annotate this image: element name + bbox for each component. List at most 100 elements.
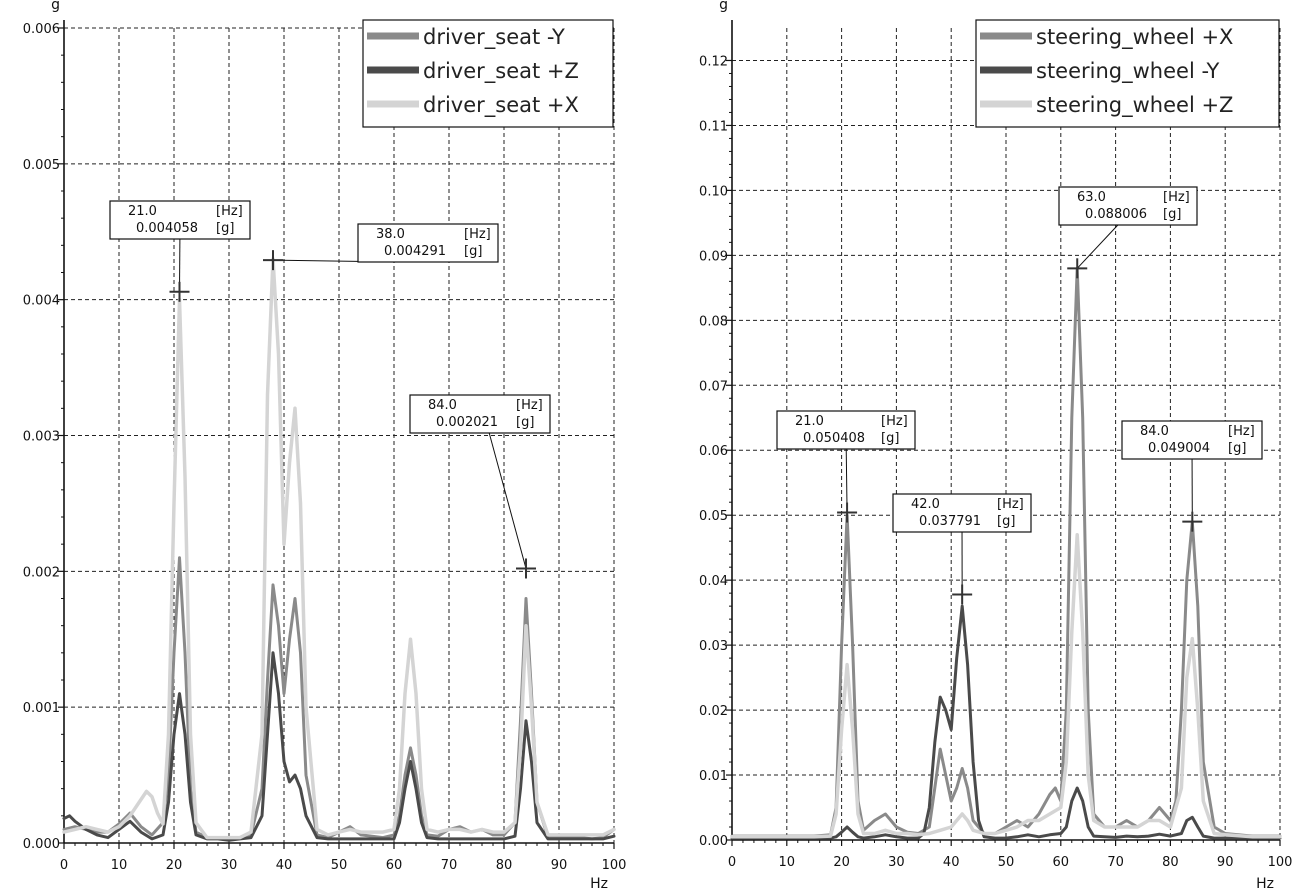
y-tick-label: 0.06 [699,444,728,459]
y-tick-label: 0.05 [699,509,728,524]
annotation-frequency-unit: [Hz] [1228,424,1255,439]
annotation-amplitude: 0.049004 [1148,441,1210,456]
annotation-amplitude: 0.004058 [136,221,198,236]
x-tick-label: 60 [1053,855,1070,870]
y-tick-label: 0.11 [699,119,728,134]
y-tick-label: 0.01 [699,769,728,784]
annotation-amplitude-unit: [g] [1228,441,1246,456]
y-tick-label: 0.006 [23,22,60,37]
annotation-frequency: 84.0 [428,398,457,413]
legend-entry: driver_seat -Y [423,25,565,50]
x-axis-label: Hz [1256,876,1274,890]
annotation-amplitude: 0.002021 [436,415,498,430]
y-tick-label: 0.12 [699,54,728,69]
x-tick-label: 50 [998,855,1015,870]
annotation-frequency-unit: [Hz] [516,398,543,413]
y-axis-label: g [51,0,60,13]
annotation-leader [1076,224,1119,269]
annotation-box [1121,420,1263,460]
annotation-amplitude-unit: [g] [464,244,482,259]
annotation-amplitude-unit: [g] [516,415,534,430]
legend: driver_seat -Y driver_seat +Z driver_seat … [362,19,614,128]
annotation-amplitude: 0.088006 [1085,207,1147,222]
annotation-frequency-unit: [Hz] [881,414,908,429]
y-tick-label: 0.03 [699,639,728,654]
annotation-leader [845,448,848,513]
annotation-leader [488,432,527,569]
annotation-frequency: 21.0 [128,204,157,219]
y-tick-label: 0.001 [23,701,60,716]
x-tick-label: 20 [166,858,183,873]
annotation-amplitude-unit: [g] [997,514,1015,529]
chart-2: 0.00 0.01 0.02 0.03 0.04 0.05 0.06 0.07 0.08 0.09… [699,0,1292,890]
x-tick-label: 70 [441,858,458,873]
legend-entry: driver_seat +X [423,93,579,118]
annotation-box [109,200,251,240]
x-tick-label: 0 [60,858,68,873]
x-tick-label: 20 [833,855,850,870]
peak-annotation: 21.0 [Hz] 0.050408 [g] [776,410,916,523]
series-line-3 [730,532,1282,839]
x-tick-label: 10 [111,858,128,873]
annotation-frequency: 63.0 [1077,190,1106,205]
x-tick-label: 70 [1107,855,1124,870]
series-line-1 [730,266,1282,838]
annotation-box [409,394,551,434]
annotation-amplitude-unit: [g] [1163,207,1181,222]
annotation-frequency: 42.0 [911,497,940,512]
x-tick-label: 80 [496,858,513,873]
peak-annotation: 84.0 [Hz] 0.002021 [g] [409,394,551,579]
y-tick-label: 0.004 [23,294,60,309]
x-tick-label: 40 [276,858,293,873]
legend-entry: steering_wheel -Y [1036,59,1220,84]
y-axis-label: g [719,0,728,13]
x-tick-label: 30 [888,855,905,870]
y-tick-label: 0.005 [23,158,60,173]
legend-entry: steering_wheel +Z [1036,93,1233,118]
x-tick-label: 0 [728,855,736,870]
y-tick-label: 0.02 [699,704,728,719]
legend-entry: driver_seat +Z [423,59,579,84]
x-tick-label: 100 [602,858,627,873]
x-tick-label: 50 [331,858,348,873]
x-tick-label: 30 [221,858,238,873]
annotation-frequency: 84.0 [1140,424,1169,439]
annotation-frequency-unit: [Hz] [1163,190,1190,205]
peak-annotation: 63.0 [Hz] 0.088006 [g] [1058,186,1198,279]
x-tick-label: 100 [1268,855,1293,870]
annotation-box [357,223,499,263]
x-tick-label: 10 [779,855,796,870]
annotation-box [1058,186,1198,226]
series-line-3 [62,257,616,840]
y-tick-label: 0.00 [699,834,728,849]
y-tick-label: 0.003 [23,430,60,445]
y-tick-label: 0.08 [699,314,728,329]
y-tick-label: 0.04 [699,574,728,589]
x-tick-label: 90 [1217,855,1234,870]
annotation-box [892,493,1032,533]
y-tick-label: 0.000 [23,837,60,852]
annotation-amplitude: 0.037791 [919,514,981,529]
annotation-amplitude: 0.050408 [803,431,865,446]
annotation-frequency-unit: [Hz] [216,204,243,219]
annotation-amplitude: 0.004291 [384,244,446,259]
annotation-amplitude-unit: [g] [216,221,234,236]
x-axis-label: Hz [590,876,608,890]
y-tick-label: 0.002 [23,565,60,580]
y-tick-label: 0.10 [699,184,728,199]
legend-entry: steering_wheel +X [1036,25,1233,50]
y-tick-label: 0.09 [699,249,728,264]
peak-annotation: 38.0 [Hz] 0.004291 [g] [263,223,499,271]
annotation-frequency: 21.0 [795,414,824,429]
x-tick-label: 40 [943,855,960,870]
annotation-box [776,410,916,450]
annotation-frequency: 38.0 [376,227,405,242]
chart-1: 0.000 0.001 0.002 0.003 0.004 0.005 0.006 0 10 20… [23,0,627,890]
series-line-2 [730,604,1282,840]
peak-annotation: 21.0 [Hz] 0.004058 [g] [109,200,251,302]
x-tick-label: 60 [386,858,403,873]
series-line-2 [62,651,616,842]
legend: steering_wheel +X steering_wheel -Y steeri… [975,19,1280,128]
peak-annotation: 84.0 [Hz] 0.049004 [g] [1121,420,1263,532]
